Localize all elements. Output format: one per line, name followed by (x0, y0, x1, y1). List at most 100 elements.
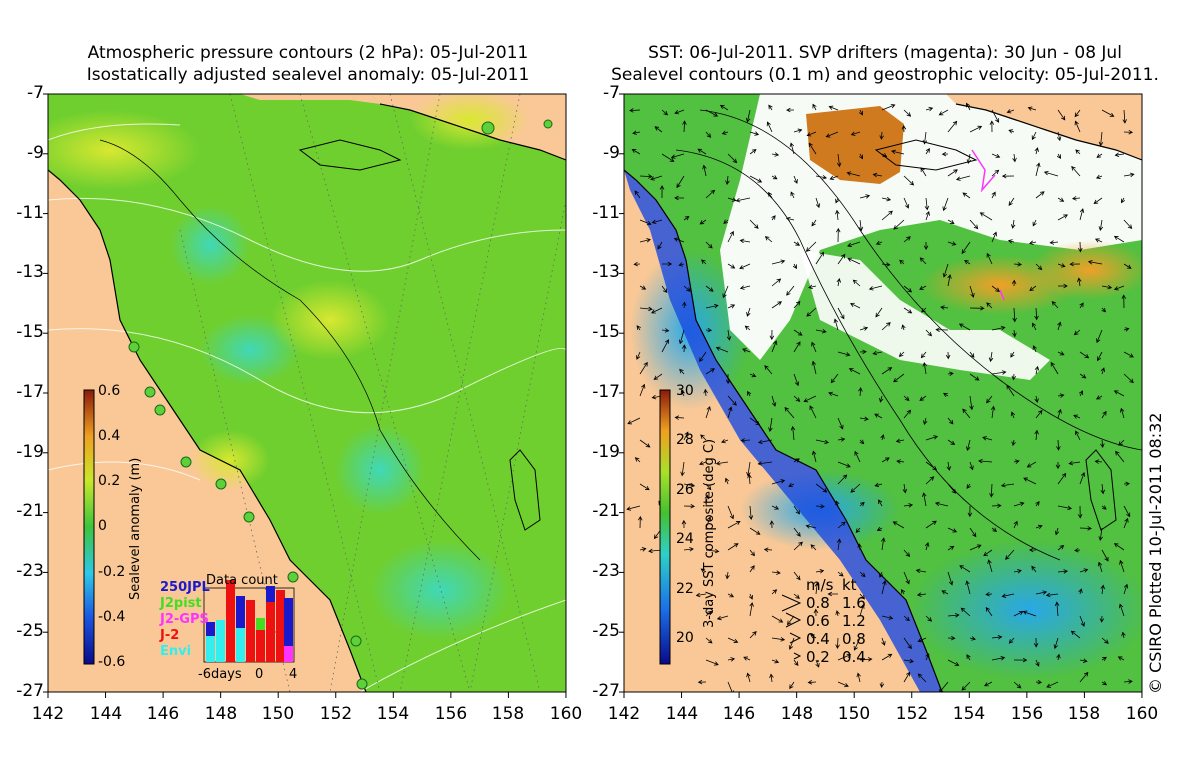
x-tick: 146 (146, 704, 180, 724)
sst-map (624, 94, 1142, 692)
velocity-arrow (659, 185, 665, 199)
velocity-arrow (1011, 439, 1016, 447)
velocity-arrow (947, 120, 958, 133)
x-tick: 144 (665, 704, 699, 724)
velocity-arrow (969, 219, 979, 230)
velocity-arrow (903, 637, 912, 650)
velocity-arrow (727, 395, 737, 406)
velocity-arrow (938, 109, 949, 116)
velocity-arrow (919, 395, 927, 401)
velocity-arrow (786, 107, 795, 113)
velocity-arrow (744, 325, 751, 331)
velocity-arrow (1005, 549, 1015, 560)
velocity-arrow (1022, 610, 1037, 617)
velocity-arrow (1097, 561, 1103, 573)
data-count-chart (203, 580, 295, 663)
velocity-arrow (771, 259, 786, 265)
velocity-arrow (771, 637, 786, 642)
velocity-arrow (1046, 681, 1059, 688)
velocity-arrow (1054, 601, 1060, 617)
velocity-arrow (813, 608, 819, 617)
png-warm-sst (806, 106, 904, 184)
velocity-arrow (837, 474, 848, 485)
velocity-arrow (1118, 603, 1125, 617)
velocity-arrow (961, 241, 971, 255)
velocity-arrow (837, 571, 844, 577)
velocity-arrow (1077, 505, 1083, 519)
velocity-arrow (991, 285, 1000, 292)
velocity-arrow (1053, 637, 1059, 650)
velocity-arrow (836, 278, 842, 287)
velocity-arrow (947, 527, 958, 533)
velocity-arrow (899, 259, 905, 265)
velocity-arrow (947, 483, 957, 494)
sla-tick: 0.6 (98, 383, 121, 399)
velocity-arrow (898, 351, 905, 357)
velocity-legend-header-ms: m/s (806, 576, 834, 594)
velocity-arrow (881, 653, 893, 661)
x-tick: 152 (319, 704, 353, 724)
velocity-legend-ms: 0.4 (806, 630, 830, 648)
velocity-arrow (661, 261, 673, 267)
velocity-arrow (925, 435, 939, 441)
velocity-arrow (966, 439, 971, 452)
velocity-arrow (705, 131, 712, 138)
velocity-arrow (923, 417, 928, 425)
velocity-legend-ms: 0.8 (806, 594, 830, 612)
velocity-arrow (969, 395, 974, 411)
velocity-arrow (1027, 106, 1037, 111)
velocity-arrow (771, 659, 780, 664)
velocity-arrow (808, 142, 817, 155)
velocity-arrow (969, 351, 975, 358)
velocity-arrow (881, 367, 893, 375)
velocity-arrow (1043, 170, 1059, 177)
velocity-arrow (705, 637, 713, 644)
velocity-arrow (768, 417, 773, 433)
velocity-arrow (1079, 351, 1090, 359)
velocity-arrow (636, 351, 641, 360)
velocity-arrow (746, 672, 751, 683)
velocity-arrow (661, 109, 669, 116)
velocity-arrow (859, 657, 873, 662)
velocity-arrow (955, 175, 971, 181)
velocity-arrow (705, 241, 713, 249)
velocity-arrow (942, 197, 949, 212)
x-tick: 142 (607, 704, 641, 724)
velocity-arrow (727, 197, 737, 202)
velocity-arrow (681, 301, 687, 309)
velocity-arrow (678, 262, 685, 267)
velocity-arrow (947, 219, 955, 224)
velocity-arrow (1114, 152, 1125, 157)
velocity-arrow (705, 109, 719, 117)
velocity-arrow (793, 505, 800, 515)
velocity-arrow (808, 284, 817, 290)
velocity-arrow (1073, 414, 1081, 419)
velocity-arrow (763, 547, 773, 552)
sst-colorbar-label: 3-day SST composite (deg C) (702, 438, 717, 628)
right-coastline (624, 169, 943, 692)
velocity-arrow (1057, 321, 1062, 331)
velocity-arrow (811, 219, 817, 227)
velocity-arrow (678, 329, 685, 345)
velocity-arrow (673, 237, 685, 243)
velocity-arrow (1121, 294, 1127, 309)
velocity-arrow (699, 351, 707, 363)
velocity-arrow (916, 592, 927, 597)
y-tick: -21 (16, 501, 44, 521)
velocity-arrow (805, 524, 817, 529)
velocity-arrow (1055, 461, 1061, 470)
velocity-arrow (757, 439, 773, 445)
velocity-arrow (806, 131, 817, 137)
velocity-arrow (1098, 527, 1103, 541)
velocity-arrow (1035, 659, 1040, 667)
velocity-arrow (988, 351, 994, 363)
velocity-arrow (835, 500, 840, 507)
velocity-arrow (1101, 307, 1106, 313)
velocity-arrow (962, 408, 971, 419)
velocity-arrow (1123, 583, 1129, 595)
velocity-arrow (960, 607, 971, 617)
velocity-arrow (746, 307, 751, 317)
velocity-arrow (790, 191, 795, 199)
velocity-arrow (1101, 637, 1109, 644)
